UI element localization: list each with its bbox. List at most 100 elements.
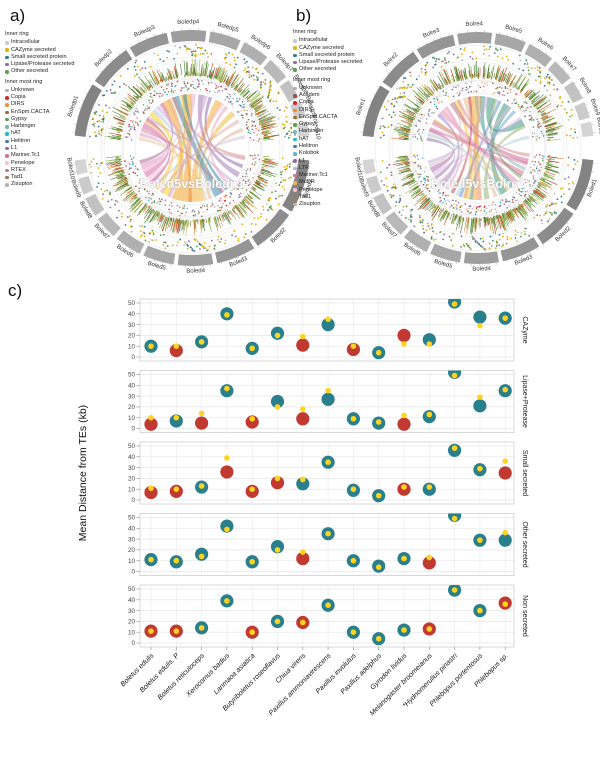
te-density-tick	[234, 85, 238, 89]
te-family-dot	[455, 86, 457, 88]
te-density-tick	[487, 64, 490, 78]
te-family-dot	[216, 91, 219, 93]
te-density-tick	[543, 171, 548, 174]
y-tick-label: 10	[128, 558, 136, 565]
te-density-tick	[139, 91, 143, 96]
secretome-dot	[561, 101, 564, 103]
te-family-dot	[162, 200, 165, 202]
te-density-tick	[528, 93, 537, 101]
secretome-dot	[393, 105, 396, 107]
te-density-tick	[398, 133, 408, 136]
genome-mean-dot	[401, 627, 407, 633]
te-density-tick	[199, 220, 202, 234]
te-density-tick	[262, 168, 265, 170]
secretome-dot	[570, 128, 573, 130]
te-density-tick	[226, 73, 234, 85]
secretome-dot	[387, 100, 390, 103]
secretome-dot	[415, 78, 418, 81]
te-density-tick	[242, 198, 250, 205]
te-density-tick	[534, 95, 547, 105]
genome-mean-dot	[375, 349, 382, 356]
secretome-dot	[281, 170, 284, 173]
te-family-dot	[534, 136, 537, 138]
te-density-tick	[225, 210, 228, 214]
te-family-dot	[494, 203, 497, 206]
scale-tick	[138, 40, 140, 43]
te-density-tick	[440, 80, 444, 86]
te-family-dot	[464, 203, 466, 205]
te-family-dot	[531, 184, 534, 187]
te-family-dot	[244, 176, 247, 178]
te-family-dot	[207, 81, 210, 84]
te-density-tick	[468, 63, 471, 78]
secretome-dot	[468, 246, 471, 249]
te-family-dot	[499, 201, 502, 204]
secretome-dot	[398, 211, 401, 214]
scale-tick	[282, 223, 285, 226]
te-family-dot	[524, 193, 527, 196]
te-density-tick	[133, 202, 144, 213]
te-family-dot	[166, 93, 168, 96]
secretome-dot	[555, 202, 558, 205]
te-density-tick	[414, 190, 424, 198]
synteny-chord	[204, 96, 244, 169]
te-family-dot	[128, 123, 131, 126]
secretome-dot	[93, 122, 96, 125]
te-family-dot	[250, 114, 253, 117]
facet-panel	[139, 513, 515, 576]
te-family-dot	[536, 166, 538, 168]
secretome-dot	[471, 57, 474, 60]
secretome-dot	[196, 240, 199, 243]
te-family-dot	[459, 205, 462, 208]
secretome-dot	[279, 109, 281, 111]
genome-mean-dot	[451, 515, 458, 522]
te-family-dot	[224, 196, 227, 199]
te-density-tick	[117, 178, 125, 183]
scale-tick	[365, 183, 368, 185]
te-family-dot	[239, 104, 242, 107]
te-family-dot	[153, 201, 156, 203]
te-density-tick	[547, 160, 559, 163]
secretome-dot	[224, 242, 226, 245]
te-density-tick	[529, 93, 536, 99]
te-family-dot	[443, 94, 445, 97]
te-density-tick	[408, 125, 412, 128]
secretome-dot	[97, 130, 100, 133]
te-density-tick	[437, 206, 441, 211]
te-density-tick	[501, 67, 508, 82]
te-density-tick	[540, 111, 546, 115]
secretome-dot	[505, 55, 508, 58]
te-density-tick	[211, 69, 215, 78]
te-density-tick	[513, 73, 523, 88]
te-family-dot	[483, 210, 486, 213]
secretome-dot	[418, 214, 421, 217]
te-density-tick	[530, 192, 534, 197]
te-density-tick	[123, 186, 132, 192]
te-family-dot	[158, 95, 161, 97]
synteny-chord	[197, 94, 241, 178]
te-family-dot	[538, 122, 541, 125]
secretome-dot	[571, 114, 574, 117]
te-family-dot	[130, 158, 133, 160]
segment-label: Bolre1	[356, 97, 368, 116]
te-density-tick	[249, 93, 261, 103]
y-tick-label: 30	[128, 393, 136, 400]
te-density-tick	[524, 90, 529, 96]
te-density-tick	[405, 164, 409, 167]
scale-tick	[251, 249, 253, 252]
te-density-tick	[542, 117, 555, 123]
te-density-tick	[491, 217, 493, 221]
scale-tick	[387, 71, 390, 74]
te-family-dot	[417, 166, 419, 168]
secretome-dot	[267, 95, 270, 98]
legend-color-dot	[5, 62, 9, 67]
legend-innermost-ring-item: Helitron	[5, 138, 74, 145]
legend-item-label: Kolobok	[299, 150, 320, 157]
secretome-dot	[440, 60, 443, 63]
secretome-dot	[217, 238, 219, 241]
legend-inner-ring-item: Small secreted protein	[293, 52, 362, 59]
secretome-dot	[443, 233, 445, 236]
secretome-dot	[489, 235, 492, 238]
te-density-tick	[400, 119, 413, 125]
